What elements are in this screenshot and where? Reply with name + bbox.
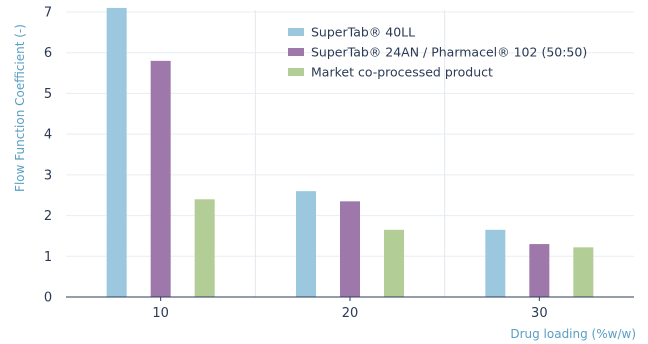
legend-label: Market co-processed product	[311, 65, 493, 80]
bar-1-10	[106, 7, 127, 298]
legend-label: SuperTab® 40LL	[311, 25, 415, 40]
legend: SuperTab® 40LL SuperTab® 24AN / Pharmacel…	[288, 25, 587, 80]
x-axis-ticks: 10 20 30	[152, 297, 548, 321]
legend-swatch	[288, 68, 304, 76]
bar-3-10	[194, 199, 215, 297]
y-tick-label: 4	[44, 128, 52, 143]
y-axis-ticks: 0 1 2 3 4 5 6 7	[44, 6, 52, 306]
bar-1-20	[296, 191, 316, 297]
y-tick-label: 2	[44, 209, 52, 224]
bar-2-30	[529, 244, 550, 297]
legend-label: SuperTab® 24AN / Pharmacel® 102 (50:50)	[311, 45, 587, 60]
bar-2-20	[340, 201, 360, 297]
bar-2-10	[150, 60, 171, 297]
bar-1-30	[485, 229, 506, 297]
y-tick-label: 5	[44, 87, 52, 102]
y-tick-label: 0	[44, 291, 52, 306]
y-tick-label: 1	[44, 250, 52, 265]
x-tick-label: 10	[152, 306, 169, 321]
y-axis-title: Flow Function Coefficient (-)	[13, 24, 27, 192]
x-axis-title: Drug loading (%w/w)	[510, 327, 636, 341]
legend-swatch	[288, 48, 304, 56]
x-tick-label: 20	[342, 306, 359, 321]
bars	[106, 7, 594, 298]
x-tick-label: 30	[531, 306, 548, 321]
legend-swatch	[288, 28, 304, 36]
y-tick-label: 6	[44, 46, 52, 61]
y-tick-label: 7	[44, 6, 52, 21]
bar-3-20	[384, 229, 404, 297]
bar-3-30	[573, 247, 594, 297]
y-tick-label: 3	[44, 168, 52, 183]
